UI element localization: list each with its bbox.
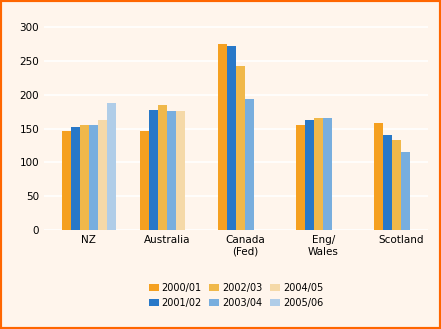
Bar	[149, 110, 158, 230]
Bar	[383, 135, 392, 230]
Bar	[296, 125, 305, 230]
Bar	[401, 152, 410, 230]
Legend: 2000/01, 2001/02, 2002/03, 2003/04, 2004/05, 2005/06: 2000/01, 2001/02, 2002/03, 2003/04, 2004…	[149, 283, 323, 308]
Bar	[374, 123, 383, 230]
Bar	[305, 120, 314, 230]
Bar	[218, 44, 227, 230]
Bar	[107, 103, 116, 230]
Bar	[245, 99, 254, 230]
Bar	[227, 46, 236, 230]
Bar	[392, 140, 401, 230]
Bar	[79, 125, 89, 230]
Bar	[167, 111, 176, 230]
Bar	[62, 131, 71, 230]
Bar	[314, 118, 323, 230]
Bar	[89, 125, 97, 230]
Bar	[97, 120, 107, 230]
Bar	[71, 127, 79, 230]
Bar	[236, 66, 245, 230]
Bar	[176, 111, 185, 230]
Bar	[140, 131, 149, 230]
Bar	[323, 118, 332, 230]
Bar	[158, 105, 167, 230]
